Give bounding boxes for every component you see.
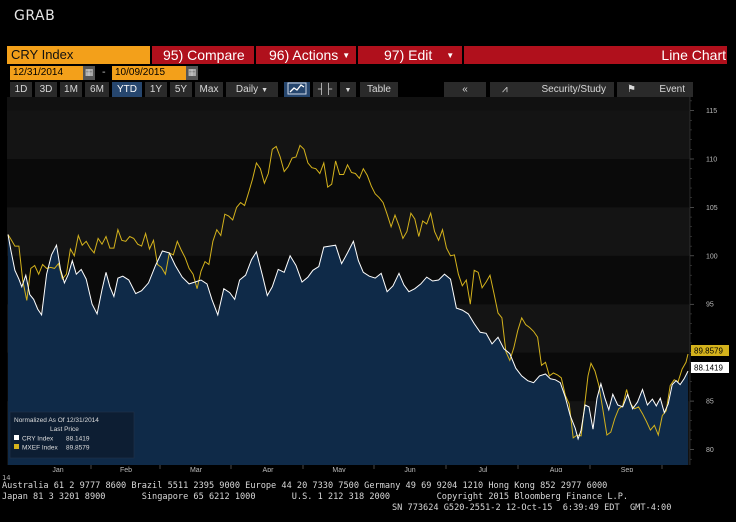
footer-session-line: SN 773624 G520-2551-2 12-Oct-15 6:39:49 … [392,503,672,513]
mxef-last-value: 89.8579 [694,347,723,356]
x-tick-label: Sep [621,467,634,472]
legend-entry-mxef-value: 89.8579 [66,445,90,452]
period-ytd[interactable]: YTD [112,82,142,97]
x-axis-labels: Jan Feb Mar Apr May Jun Jul Aug Sep [52,467,633,472]
x-tick-label: Aug [550,467,563,472]
command-bar [7,46,727,64]
legend-entry-cry-name: CRY Index [22,436,54,443]
table-button[interactable]: Table [360,82,398,97]
grid-band [7,110,690,159]
x-tick-label: Mar [190,467,203,472]
mxef-series-line [7,144,689,439]
flag-icon: ⚑ [627,84,636,95]
edit-button[interactable]: 97) Edit ▼ [384,46,454,64]
range-dash: - [102,67,106,78]
calendar-icon[interactable]: ▦ [186,66,198,80]
x-tick-label: May [332,467,346,472]
frequency-label: Daily [235,84,259,95]
x-tick-label: Apr [263,467,275,472]
legend-title: Normalized As Of 12/31/2014 [14,417,99,424]
period-1y[interactable]: 1Y [145,82,167,97]
y-tick-label: 80 [706,447,714,454]
end-date-field[interactable]: 10/09/2015 [112,66,191,80]
actions-button[interactable]: 96) Actions ▼ [269,46,350,64]
window-title: GRAB [14,8,56,24]
line-chart-icon[interactable] [284,82,310,97]
legend-swatch-mxef [14,444,19,449]
y-tick-label: 115 [706,108,717,115]
legend-swatch-cry [14,435,19,440]
legend: Normalized As Of 12/31/2014 Last Price C… [9,411,135,459]
compare-button[interactable]: 95) Compare [163,46,245,64]
mxef-last-badge [691,345,729,356]
bar-divider [356,46,358,64]
start-date-field[interactable]: 12/31/2014 [10,66,89,80]
period-1d[interactable]: 1D [10,82,32,97]
period-3d[interactable]: 3D [35,82,57,97]
cry-last-value: 88.1419 [694,364,723,373]
period-1m[interactable]: 1M [60,82,82,97]
y-tick-label: 95 [706,302,714,309]
grid-band [7,207,690,256]
caret-down-icon: ▼ [342,51,351,61]
cry-last-badge [691,362,729,373]
legend-entry-cry-value: 88.1419 [66,436,90,443]
caret-down-icon: ▼ [446,51,455,61]
event-label: Event [659,84,685,95]
period-5y[interactable]: 5Y [170,82,192,97]
cry-area-fill [8,234,688,465]
actions-label: 96) Actions [269,47,339,63]
line-chart-glyph [287,82,307,95]
period-max[interactable]: Max [195,82,223,97]
security-study-label: Security/Study [541,84,606,95]
compare-label: 95) Compare [163,47,245,63]
frequency-select[interactable]: Daily ▼ [226,82,278,97]
y-tick-label: 85 [706,399,714,406]
footer-contacts-line2: Japan 81 3 3201 8900 Singapore 65 6212 1… [2,492,629,502]
footer-contacts-line1: Australia 61 2 9777 8600 Brazil 5511 239… [2,481,608,491]
legend-entry-mxef-name: MXEF Index [22,445,59,452]
y-axis-labels: 80859095100105110115 [706,108,718,454]
y-tick-label: 110 [706,156,717,163]
calendar-icon[interactable]: ▦ [83,66,95,80]
x-tick-label: Jun [404,467,415,472]
chart-mode-label: Line Chart [661,47,726,63]
axis-ticks [90,97,694,469]
bar-style-icon[interactable]: ┤├ [313,82,337,97]
period-6m[interactable]: 6M [85,82,109,97]
price-chart: 80859095100105110115 JanFebMarAprMayJunJ… [7,97,729,472]
caret-down-icon[interactable]: ▼ [340,82,356,97]
bar-divider [150,46,152,64]
bar-divider [254,46,256,64]
y-tick-label: 100 [706,253,718,260]
security-study-button[interactable]: ⩘ Security/Study [490,82,614,97]
corner-label: 14 [2,474,11,482]
edit-label: 97) Edit [384,47,433,63]
x-tick-label: Jul [479,467,488,472]
y-tick-label: 105 [706,205,718,212]
x-tick-label: Feb [120,467,132,472]
bar-divider [462,46,464,64]
legend-box [9,411,135,459]
study-icon: ⩘ [502,84,508,95]
x-tick-label: Jan [52,467,63,472]
ticker-input[interactable]: CRY Index [7,46,150,64]
caret-down-icon: ▼ [261,87,269,94]
legend-subtitle: Last Price [50,426,79,433]
event-button[interactable]: ⚑ Event [617,82,693,97]
back-button[interactable]: « [444,82,486,97]
cry-series-line [7,234,689,441]
